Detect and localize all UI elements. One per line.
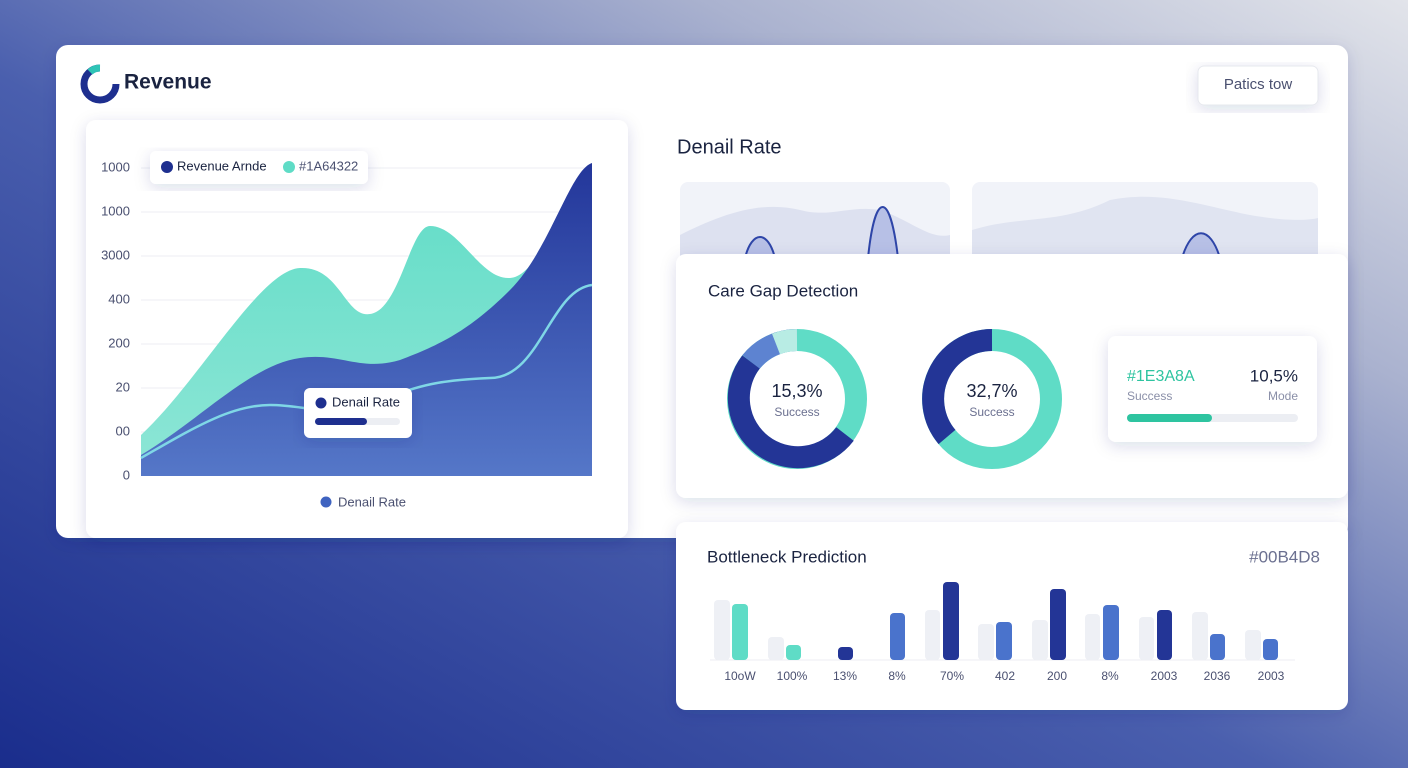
x-label: 10oW [724, 669, 756, 683]
tooltip-label: Denail Rate [332, 394, 400, 409]
tooltip-dot [315, 397, 327, 409]
x-label: 200 [1047, 669, 1067, 683]
legend-label: #1A64322 [299, 158, 358, 173]
mini-wave [972, 196, 1318, 262]
x-label: 2003 [1258, 669, 1285, 683]
tooltip [304, 388, 412, 438]
y-label: 0 [123, 467, 130, 482]
donut-value: 15,3% [771, 381, 822, 401]
tooltip-fill [315, 418, 367, 425]
legend-label: Revenue Arnde [177, 158, 267, 173]
x-label: 2036 [1204, 669, 1231, 683]
y-label: 3000 [101, 247, 130, 262]
section-title: Denail Rate [677, 136, 782, 158]
donut-label: Success [774, 405, 819, 419]
x-label: 2003 [1151, 669, 1178, 683]
x-label: 402 [995, 669, 1015, 683]
bottleneck-card [676, 522, 1348, 710]
button[interactable] [1197, 65, 1319, 106]
button-label[interactable]: Patics tow [1224, 76, 1293, 93]
footer-legend: Denail Rate [338, 494, 406, 509]
bars [714, 582, 1278, 660]
footer-dot [320, 496, 332, 508]
donut [922, 329, 1062, 469]
logo [80, 64, 120, 104]
card-code: #00B4D8 [1249, 547, 1320, 566]
y-label: 20 [116, 379, 130, 394]
mini-peaks [744, 206, 1221, 259]
y-label: 00 [116, 423, 130, 438]
donut-label: Success [969, 405, 1014, 419]
legend-dot [283, 161, 295, 173]
y-label: 400 [108, 291, 130, 306]
summary-label: Success [1127, 389, 1172, 403]
app-title: Revenue [124, 71, 212, 94]
summary-value: 10,5% [1250, 366, 1298, 385]
x-label: 13% [833, 669, 857, 683]
summary-mode: Mode [1268, 389, 1298, 403]
donut-value: 32,7% [966, 381, 1017, 401]
x-label: 70% [940, 669, 964, 683]
legend [150, 151, 368, 184]
y-label: 200 [108, 335, 130, 350]
progress-fill [1127, 414, 1212, 422]
y-label: 1000 [101, 159, 130, 174]
summary-code: #1E3A8A [1127, 368, 1195, 385]
x-label: 8% [1101, 669, 1119, 683]
donut [727, 328, 867, 469]
y-label: 1000 [101, 203, 130, 218]
x-label: 100% [777, 669, 808, 683]
legend-dot [161, 161, 173, 173]
card-title: Bottleneck Prediction [707, 547, 867, 566]
x-label: 8% [888, 669, 906, 683]
navy-area [141, 163, 592, 476]
card-title: Care Gap Detection [708, 281, 858, 300]
